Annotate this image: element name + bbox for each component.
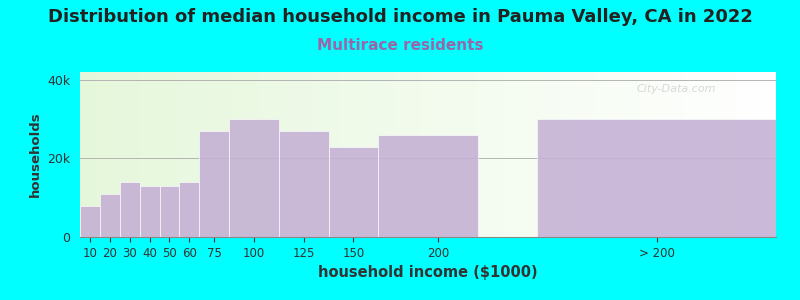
Bar (538, 119, 776, 237)
Bar (229, 119, 279, 237)
Bar (329, 147, 378, 237)
Text: City-Data.com: City-Data.com (637, 83, 716, 94)
Y-axis label: households: households (29, 112, 42, 197)
Bar (199, 131, 229, 237)
Bar (279, 131, 329, 237)
Bar (120, 182, 140, 237)
Bar (80, 206, 100, 237)
Bar (140, 186, 159, 237)
Bar (159, 186, 179, 237)
Bar (100, 194, 120, 237)
Text: Distribution of median household income in Pauma Valley, CA in 2022: Distribution of median household income … (47, 8, 753, 26)
X-axis label: household income ($1000): household income ($1000) (318, 265, 538, 280)
Bar (378, 135, 478, 237)
Bar (179, 182, 199, 237)
Text: Multirace residents: Multirace residents (317, 38, 483, 52)
